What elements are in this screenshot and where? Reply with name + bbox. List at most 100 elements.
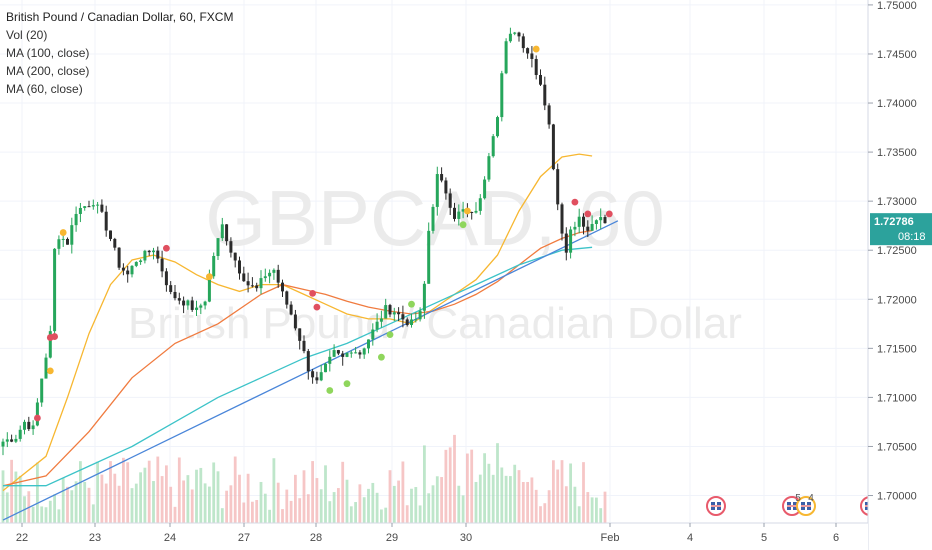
candle-body: [371, 329, 375, 340]
candle-body: [594, 220, 598, 224]
volume-bar: [57, 509, 61, 523]
volume-bar: [367, 488, 370, 523]
trendline[interactable]: [2, 220, 619, 521]
event-flag-icon: [706, 496, 726, 516]
candle-body: [547, 105, 551, 125]
price-tick-label: 1.70500: [877, 441, 917, 453]
candle-body: [216, 238, 220, 256]
volume-bar: [10, 459, 13, 523]
candle-body: [577, 216, 581, 227]
volume-bar: [483, 453, 486, 523]
candle-body: [242, 273, 246, 282]
volume-bar: [208, 486, 211, 523]
event-count: 5: [795, 493, 801, 504]
legend-title[interactable]: British Pound / Canadian Dollar, 60, FXC…: [6, 10, 234, 24]
candle-body: [104, 211, 108, 231]
volume-bar: [238, 474, 241, 523]
volume-bar: [285, 489, 289, 523]
legend-ma-60[interactable]: MA (60, close): [6, 82, 83, 96]
candle-body: [44, 357, 48, 379]
candle-body: [319, 372, 323, 381]
volume-bar: [242, 502, 246, 523]
volume-bar: [259, 481, 263, 523]
candle-body: [401, 314, 405, 320]
volume-bar: [539, 506, 542, 523]
volume-bar: [517, 470, 521, 523]
volume-bar: [440, 477, 443, 523]
volume-bar: [405, 505, 409, 523]
volume-bar: [246, 473, 250, 523]
candle-body: [147, 250, 151, 253]
ma-line: [2, 229, 593, 487]
price-tick-label: 1.73500: [877, 147, 917, 159]
volume-bar: [263, 493, 267, 523]
volume-bar: [5, 492, 9, 523]
candle-body: [496, 117, 499, 137]
volume-bar: [109, 461, 112, 523]
volume-bar: [96, 461, 99, 523]
volume-bar: [509, 476, 512, 523]
volume-bar: [349, 506, 353, 523]
volume-bar: [586, 492, 590, 523]
candle-body: [238, 260, 241, 274]
candle-body: [160, 258, 164, 272]
candle-body: [328, 356, 332, 364]
signal-marker: [343, 380, 351, 388]
volume-bar: [134, 483, 138, 523]
candle-body: [139, 260, 143, 262]
time-tick-label: 22: [16, 532, 28, 544]
volume-bar: [582, 462, 585, 523]
volume-bar: [100, 474, 104, 523]
candle-body: [100, 204, 104, 212]
candle-body: [113, 238, 117, 248]
candle-body: [444, 180, 448, 194]
volume-bars: [1, 434, 607, 523]
volume-bar: [345, 479, 349, 523]
signal-marker: [464, 207, 471, 215]
volume-bar: [603, 491, 607, 523]
candle-body: [87, 206, 91, 208]
candle-body: [66, 238, 69, 245]
price-axis[interactable]: 1.75000 1.74500 1.74000 1.73500 1.73000 1.725…: [867, 0, 932, 550]
signal-marker: [326, 387, 334, 394]
price-tick-label: 1.71000: [877, 392, 917, 404]
time-tick-label: 23: [89, 532, 101, 544]
price-tick-label: 1.73000: [877, 196, 917, 208]
legend-volume[interactable]: Vol (20): [6, 28, 48, 42]
candle-body: [478, 198, 482, 211]
signal-marker: [378, 353, 385, 361]
volume-bar: [504, 475, 508, 523]
candlesticks: [1, 27, 607, 456]
trend-line: [2, 220, 619, 521]
volume-bar: [177, 457, 181, 523]
candle-body: [255, 285, 259, 289]
volume-bar: [36, 462, 39, 523]
candle-body: [453, 207, 456, 219]
candle-body: [207, 276, 211, 302]
time-tick-label: 4: [687, 532, 693, 544]
volume-bar: [281, 509, 284, 523]
time-axis-bg: [0, 523, 868, 550]
volume-bar: [337, 488, 340, 523]
candle-body: [397, 312, 401, 315]
watermark: GBPCAD, 60 British Pound / Canadian Doll…: [128, 174, 742, 348]
candle-body: [427, 230, 431, 284]
time-axis[interactable]: 22 23 24 27 28 29 30 Feb 4 5 6: [0, 522, 868, 550]
volume-bar: [229, 485, 233, 523]
candle-body: [551, 124, 555, 170]
candle-body: [18, 429, 22, 439]
volume-bar: [87, 487, 91, 523]
candle-body: [78, 207, 82, 214]
volume-bar: [380, 509, 383, 523]
price-axis-bg: [868, 0, 932, 550]
candle-body: [268, 272, 272, 277]
legend-ma-100[interactable]: MA (100, close): [6, 46, 90, 60]
candle-body: [91, 205, 95, 207]
signal-marker: [584, 210, 592, 218]
legend-ma-200[interactable]: MA (200, close): [6, 64, 90, 78]
signal-marker: [408, 300, 415, 308]
volume-bar: [70, 490, 74, 523]
candle-body: [504, 41, 508, 74]
signal-marker: [459, 221, 467, 229]
